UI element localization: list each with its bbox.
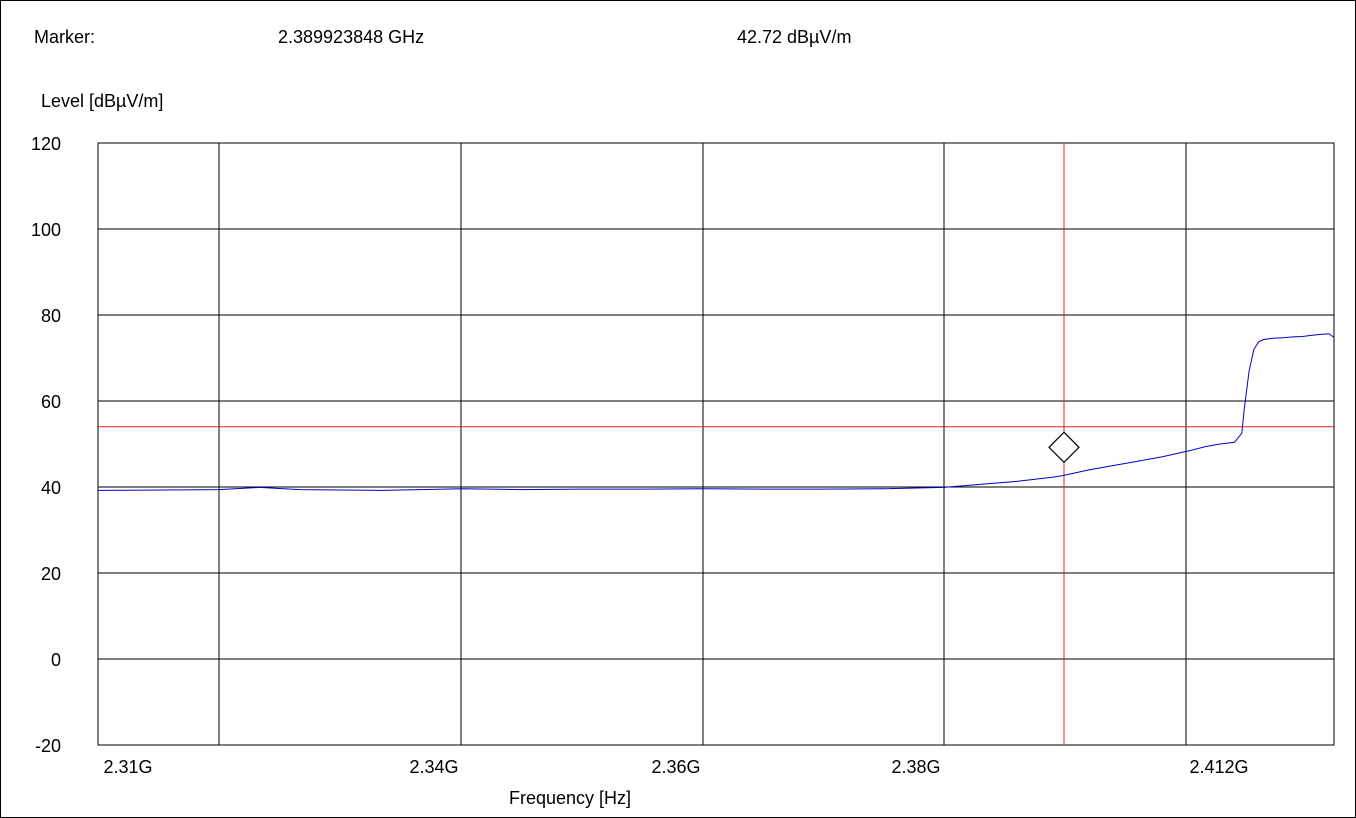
trace-line xyxy=(97,333,1335,491)
y-tick-label: 60 xyxy=(41,392,61,412)
x-tick-label: 2.31G xyxy=(103,757,152,777)
y-tick-label: -20 xyxy=(35,736,61,756)
y-tick-label: 120 xyxy=(31,134,61,154)
y-tick-label: 0 xyxy=(51,650,61,670)
y-tick-label: 40 xyxy=(41,478,61,498)
y-tick-label: 20 xyxy=(41,564,61,584)
marker-frequency: 2.389923848 GHz xyxy=(278,27,425,47)
x-tick-label: 2.38G xyxy=(891,757,940,777)
x-tick-label: 2.412G xyxy=(1189,757,1248,777)
x-tick-label: 2.36G xyxy=(651,757,700,777)
y-tick-label: 80 xyxy=(41,306,61,326)
plot-area-border xyxy=(97,142,1335,746)
y-axis-label: Level [dBµV/m] xyxy=(41,91,164,111)
x-tick-label: 2.34G xyxy=(409,757,458,777)
marker-level: 42.72 dBµV/m xyxy=(737,27,852,47)
marker-label: Marker: xyxy=(34,27,96,47)
x-axis-label: Frequency [Hz] xyxy=(509,788,632,808)
y-tick-label: 100 xyxy=(31,220,61,240)
marker-diamond-icon xyxy=(1048,431,1080,464)
